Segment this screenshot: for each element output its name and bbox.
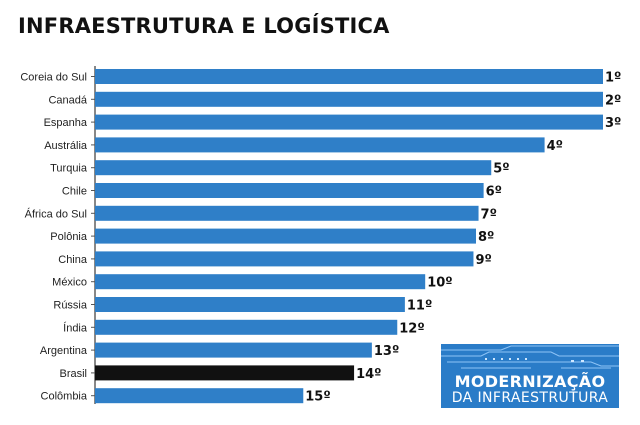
- bar: [95, 319, 398, 335]
- bar: [95, 228, 476, 244]
- bar: [95, 160, 492, 176]
- rank-label: 8º: [478, 230, 494, 245]
- category-label: África do Sul: [25, 207, 87, 220]
- category-label: Rússia: [53, 300, 88, 312]
- category-label: Colômbia: [41, 391, 88, 403]
- category-label: Canadá: [48, 94, 87, 106]
- rank-label: 11º: [407, 299, 432, 314]
- bar: [95, 137, 545, 153]
- logo-subtitle: DA INFRAESTRUTURA: [451, 390, 609, 406]
- bar: [95, 205, 479, 221]
- bar: [95, 274, 426, 290]
- rank-label: 14º: [356, 367, 381, 382]
- bar: [95, 365, 355, 381]
- rank-label: 10º: [427, 276, 452, 291]
- category-label: Argentina: [40, 345, 88, 357]
- modernizacao-logo: MODERNIZAÇÃO DA INFRAESTRUTURA: [441, 344, 619, 408]
- rank-label: 4º: [547, 139, 563, 154]
- chart-title: INFRAESTRUTURA E LOGÍSTICA: [18, 14, 390, 38]
- logo-track-graphic: [441, 345, 619, 369]
- bar: [95, 91, 603, 107]
- rank-label: 13º: [374, 344, 399, 359]
- rank-label: 12º: [399, 321, 424, 336]
- bar: [95, 388, 304, 404]
- rank-label: 3º: [605, 116, 621, 131]
- category-label: Chile: [62, 186, 87, 198]
- bar: [95, 342, 372, 358]
- bar: [95, 69, 603, 84]
- bar: [95, 251, 474, 267]
- logo-title: MODERNIZAÇÃO: [454, 372, 606, 391]
- category-label: Índia: [63, 321, 88, 334]
- category-label: Austrália: [44, 140, 88, 152]
- bar: [95, 114, 603, 130]
- category-label: Coreia do Sul: [20, 72, 87, 84]
- rank-label: 15º: [305, 390, 330, 405]
- rank-label: 5º: [493, 162, 509, 177]
- bar: [95, 297, 405, 312]
- category-label: México: [52, 277, 87, 289]
- rank-label: 1º: [605, 71, 621, 86]
- rank-label: 6º: [486, 185, 502, 200]
- category-label: Turquia: [50, 163, 88, 175]
- rank-label: 9º: [475, 253, 491, 268]
- category-label: Polônia: [50, 231, 88, 243]
- rank-label: 7º: [481, 207, 497, 222]
- bar: [95, 183, 484, 198]
- category-label: Espanha: [44, 117, 88, 129]
- rank-label: 2º: [605, 93, 621, 108]
- category-label: China: [58, 254, 88, 266]
- category-label: Brasil: [59, 368, 87, 380]
